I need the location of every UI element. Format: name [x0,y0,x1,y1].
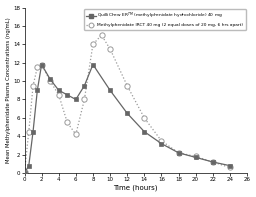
Legend: QuilliChew ER$^{TM}$ (methylphenidate hydrochloride) 40 mg, Methylphenidate IRCT: QuilliChew ER$^{TM}$ (methylphenidate hy… [84,9,246,30]
X-axis label: Time (hours): Time (hours) [113,185,158,191]
Y-axis label: Mean Methylphenidate Plasma Concentrations (ng/mL): Mean Methylphenidate Plasma Concentratio… [6,17,10,163]
